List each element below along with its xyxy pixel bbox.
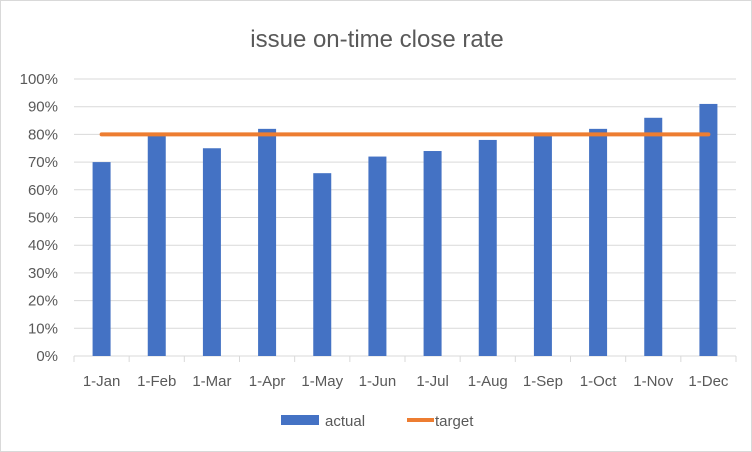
actual-series <box>92 103 718 357</box>
legend-actual-swatch <box>281 415 319 425</box>
x-tick-label: 1-May <box>301 373 343 390</box>
legend: actual target <box>281 413 474 430</box>
x-tick-label: 1-Jun <box>359 373 397 390</box>
x-tick-label: 1-Jul <box>416 373 449 390</box>
y-tick-label: 90% <box>28 99 58 116</box>
y-axis-ticks: 0% 10% 20% 30% 40% 50% 60% 70% 80% 90% 100% <box>20 71 58 365</box>
x-tick-label: 1-Dec <box>688 373 729 390</box>
bar-1-Jul <box>423 151 442 356</box>
legend-actual-label: actual <box>325 413 365 430</box>
bar-1-May <box>313 173 332 356</box>
y-tick-label: 40% <box>28 237 58 254</box>
x-axis-ticks: 1-Jan 1-Feb 1-Mar 1-Apr 1-May 1-Jun 1-Jul 1-Aug… <box>83 373 729 390</box>
y-tick-label: 70% <box>28 154 58 171</box>
bar-1-Apr <box>258 128 277 356</box>
x-tick-label: 1-Aug <box>468 373 508 390</box>
y-tick-label: 80% <box>28 126 58 143</box>
y-tick-label: 0% <box>36 348 58 365</box>
y-tick-label: 20% <box>28 293 58 310</box>
chart-title: issue on-time close rate <box>250 26 503 53</box>
x-tick-label: 1-Apr <box>249 373 286 390</box>
y-tick-label: 30% <box>28 265 58 282</box>
x-tick-label: 1-Nov <box>633 373 674 390</box>
x-tick-label: 1-Oct <box>580 373 618 390</box>
bar-1-Sep <box>533 134 552 356</box>
bar-1-Aug <box>478 139 497 356</box>
gridlines <box>73 78 737 362</box>
x-tick-label: 1-Mar <box>192 373 231 390</box>
x-tick-label: 1-Feb <box>137 373 176 390</box>
bar-1-Mar <box>202 148 221 356</box>
legend-target-label: target <box>435 413 474 430</box>
bar-1-Jan <box>92 162 111 356</box>
bar-1-Jun <box>368 156 387 356</box>
bar-1-Nov <box>644 117 663 356</box>
bar-1-Dec <box>699 103 718 357</box>
y-tick-label: 100% <box>20 71 58 88</box>
y-tick-label: 60% <box>28 182 58 199</box>
bar-1-Oct <box>589 128 608 356</box>
y-tick-label: 10% <box>28 320 58 337</box>
x-tick-label: 1-Jan <box>83 373 121 390</box>
y-tick-label: 50% <box>28 210 58 227</box>
x-tick-label: 1-Sep <box>523 373 563 390</box>
bar-1-Feb <box>147 134 166 356</box>
